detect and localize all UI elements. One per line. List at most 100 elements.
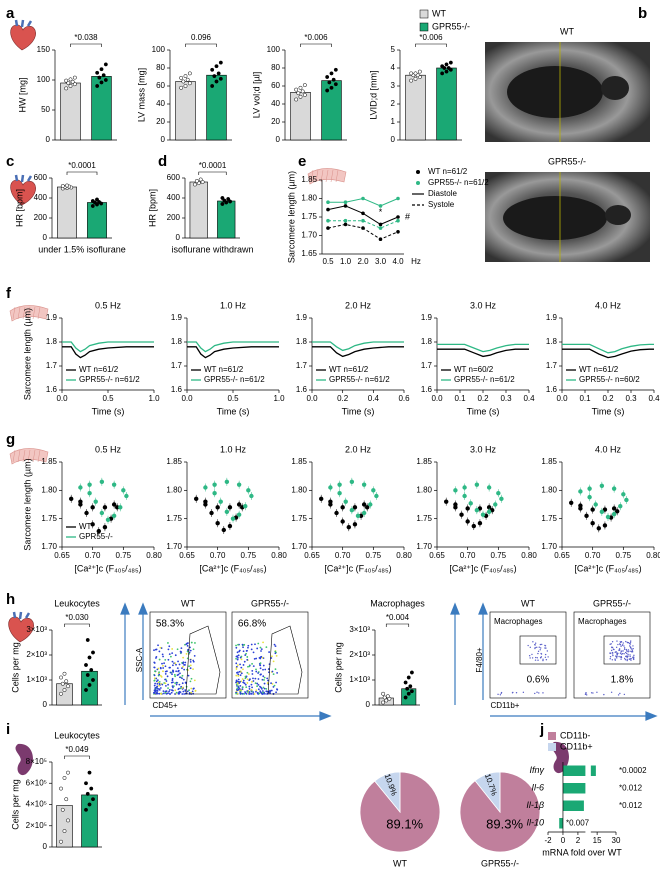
- x-tick-label: 0.70: [460, 551, 476, 560]
- x-tick-label: 0.80: [271, 551, 287, 560]
- y-tick-label: 1.9: [171, 313, 183, 322]
- flow-dot: [183, 668, 186, 671]
- data-point: [333, 82, 338, 87]
- flow-dot: [248, 679, 251, 682]
- scatter-point: [480, 512, 486, 517]
- flow-dot: [246, 658, 249, 661]
- flow-dot: [264, 692, 266, 695]
- flow-dot: [155, 655, 158, 658]
- flow-dot: [153, 677, 156, 680]
- echo-label: GPR55-/-: [548, 156, 586, 166]
- legend-label: WT n=61/2: [428, 167, 468, 176]
- flow-dot: [528, 654, 531, 657]
- flow-dot: [629, 654, 631, 656]
- data-point: [214, 64, 219, 69]
- data-point: [444, 69, 449, 74]
- flow-dot: [621, 653, 624, 655]
- trace-line: [187, 346, 279, 359]
- flow-dot: [629, 641, 632, 643]
- flow-dot: [545, 658, 548, 661]
- flow-dot: [629, 646, 632, 648]
- flow-dot: [157, 667, 160, 670]
- flow-dot: [238, 682, 241, 685]
- scatter-point: [371, 488, 376, 493]
- flow-dot: [172, 686, 174, 689]
- flow-gate: [603, 635, 641, 665]
- x-tick-label: 0.0: [306, 394, 318, 403]
- flow-dot: [235, 681, 237, 684]
- flow-dot: [500, 692, 502, 694]
- panel-label: j: [539, 721, 544, 738]
- flow-dot: [272, 686, 275, 688]
- flow-dot: [242, 664, 245, 666]
- flow-dot: [164, 691, 167, 694]
- y-tick-label: 200: [167, 213, 181, 222]
- y-tick-label: 8×10⁵: [26, 757, 47, 766]
- flow-dot: [192, 660, 195, 663]
- y-tick-label: 3×10³: [349, 625, 370, 634]
- flow-dot: [165, 680, 168, 682]
- flow-dot: [251, 669, 254, 672]
- bar: [57, 186, 77, 239]
- chart-title: Macrophages: [370, 598, 425, 608]
- flow-dot: [244, 683, 247, 686]
- flow-percent: 0.6%: [527, 675, 550, 686]
- x-tick-label: 0.70: [585, 551, 601, 560]
- flow-dot: [253, 693, 256, 695]
- flow-dot: [164, 678, 166, 681]
- bar: [81, 670, 98, 706]
- data-point: [87, 683, 92, 687]
- flow-dot: [251, 662, 253, 665]
- y-tick-label: 1.7: [546, 361, 558, 370]
- legend-label: GPR55-/- n=61/2: [428, 178, 489, 187]
- flow-dot: [616, 655, 618, 657]
- data-point: [409, 689, 414, 694]
- significance-bracket: [64, 755, 90, 759]
- flow-dot: [248, 665, 251, 668]
- y-axis-label: Cells per mg: [10, 779, 20, 830]
- scatter-point: [486, 509, 492, 515]
- flow-dot: [161, 683, 164, 686]
- muscle-icon: [315, 169, 319, 183]
- x-tick-label: 1.0: [340, 257, 352, 266]
- y-tick-label: 400: [167, 193, 181, 202]
- flow-dot: [157, 644, 159, 647]
- flow-dot: [246, 656, 249, 658]
- legend-label: GPR55-/- n=61/2: [204, 375, 265, 384]
- y-tick-label: 1.75: [166, 514, 182, 523]
- scatter-point: [328, 499, 333, 504]
- heart-icon: [8, 616, 34, 643]
- y-tick-label: 0: [366, 700, 371, 709]
- data-point: [85, 638, 90, 642]
- flow-dot: [624, 651, 627, 654]
- y-tick-label: 1.80: [291, 485, 307, 494]
- flow-dot: [244, 675, 247, 678]
- flow-dot: [254, 682, 257, 685]
- bar: [321, 80, 342, 141]
- y-tick-label: 2×10³: [26, 650, 47, 659]
- significance-label: *0.038: [74, 33, 98, 42]
- scatter-point: [346, 524, 351, 530]
- flow-dot: [629, 643, 632, 645]
- y-axis-label: Sarcomere length (µm): [22, 458, 32, 550]
- flow-dot: [629, 655, 631, 658]
- flow-dot: [268, 690, 270, 693]
- flow-gate: [267, 625, 303, 695]
- x-tick-label: 0.0: [431, 394, 443, 403]
- scatter-point: [599, 483, 605, 488]
- line-marker: [361, 196, 365, 201]
- line-marker: [378, 226, 383, 230]
- scatter-point: [618, 504, 623, 509]
- y-tick-label: 1.8: [296, 337, 308, 346]
- scatter-point: [334, 510, 339, 516]
- flow-dot: [188, 665, 190, 668]
- flow-dot: [250, 643, 253, 646]
- flow-dot: [177, 673, 180, 676]
- flow-dot: [585, 694, 588, 696]
- scatter-point: [124, 493, 129, 499]
- data-point: [417, 69, 422, 74]
- line-marker: [343, 222, 348, 227]
- flow-dot: [159, 646, 162, 649]
- x-tick-label: 2.0: [357, 257, 369, 266]
- flow-dot: [164, 673, 167, 675]
